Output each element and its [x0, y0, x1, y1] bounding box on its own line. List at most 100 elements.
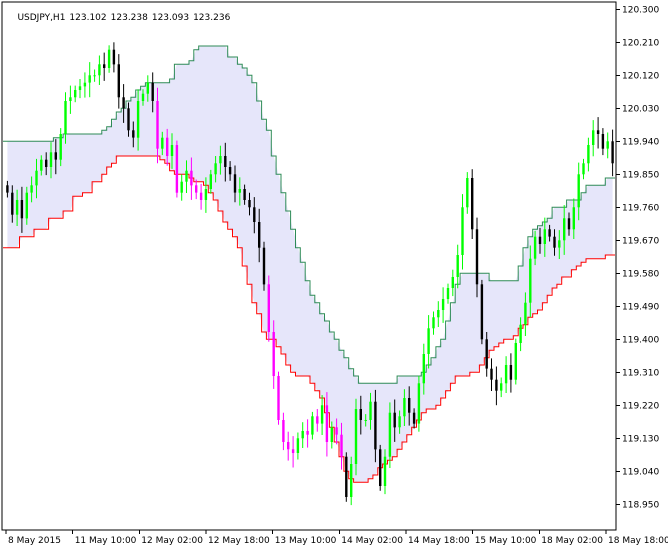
- candle-body[interactable]: [151, 82, 154, 101]
- candle-body[interactable]: [170, 145, 174, 156]
- candle-body[interactable]: [156, 101, 159, 149]
- candle-body[interactable]: [93, 75, 96, 77]
- candle-body[interactable]: [209, 174, 212, 189]
- candle-body[interactable]: [30, 185, 33, 193]
- candle-body[interactable]: [577, 174, 580, 208]
- candle-body[interactable]: [15, 200, 19, 215]
- candle-body[interactable]: [219, 156, 222, 164]
- candle-body[interactable]: [369, 401, 372, 420]
- candle-body[interactable]: [417, 383, 421, 424]
- candle-body[interactable]: [199, 192, 203, 200]
- candle-body[interactable]: [195, 185, 198, 193]
- candle-body[interactable]: [548, 229, 551, 237]
- candle-body[interactable]: [6, 185, 9, 193]
- candle-body[interactable]: [398, 416, 401, 428]
- candle-body[interactable]: [316, 416, 319, 424]
- candle-body[interactable]: [383, 456, 387, 486]
- candle-body[interactable]: [601, 134, 605, 149]
- candle-body[interactable]: [422, 354, 425, 384]
- candle-body[interactable]: [320, 405, 324, 424]
- candle-body[interactable]: [132, 130, 135, 138]
- candle-body[interactable]: [185, 170, 188, 182]
- candle-body[interactable]: [350, 464, 353, 497]
- candle-body[interactable]: [437, 310, 440, 318]
- candle-body[interactable]: [495, 379, 498, 391]
- candle-body[interactable]: [432, 317, 435, 329]
- candle-body[interactable]: [112, 49, 116, 65]
- candle-body[interactable]: [20, 200, 24, 219]
- candle-body[interactable]: [354, 409, 358, 464]
- candle-body[interactable]: [514, 343, 517, 380]
- candle-body[interactable]: [272, 332, 275, 376]
- candle-body[interactable]: [524, 302, 527, 325]
- candle-body[interactable]: [233, 174, 237, 193]
- candle-body[interactable]: [563, 218, 566, 241]
- candle-body[interactable]: [35, 170, 38, 186]
- candle-body[interactable]: [558, 240, 561, 248]
- candle-body[interactable]: [330, 427, 333, 442]
- candle-body[interactable]: [103, 64, 106, 68]
- candle-body[interactable]: [146, 82, 149, 94]
- candle-body[interactable]: [301, 431, 304, 439]
- candle-body[interactable]: [190, 170, 193, 186]
- candle-body[interactable]: [117, 64, 120, 98]
- candle-body[interactable]: [592, 130, 595, 145]
- candle-body[interactable]: [475, 229, 479, 285]
- candle-body[interactable]: [64, 101, 67, 134]
- candle-body[interactable]: [504, 365, 508, 384]
- candle-body[interactable]: [461, 207, 464, 255]
- candle-body[interactable]: [267, 284, 270, 332]
- candle-body[interactable]: [606, 141, 609, 149]
- candle-body[interactable]: [388, 412, 392, 457]
- candle-body[interactable]: [456, 255, 459, 277]
- candle-body[interactable]: [611, 141, 614, 164]
- candle-body[interactable]: [282, 420, 285, 442]
- candle-body[interactable]: [88, 75, 91, 83]
- candle-body[interactable]: [122, 97, 125, 109]
- candle-body[interactable]: [359, 409, 362, 420]
- candle-body[interactable]: [364, 420, 367, 421]
- candle-body[interactable]: [490, 368, 493, 380]
- candle-body[interactable]: [480, 284, 484, 340]
- candle-body[interactable]: [311, 416, 314, 435]
- candle-body[interactable]: [374, 401, 377, 450]
- candle-body[interactable]: [427, 328, 430, 354]
- candle-body[interactable]: [25, 192, 28, 219]
- candle-body[interactable]: [127, 108, 130, 131]
- candle-body[interactable]: [485, 339, 488, 369]
- candle-body[interactable]: [248, 200, 251, 208]
- candle-body[interactable]: [325, 405, 329, 442]
- candle-body[interactable]: [412, 412, 416, 424]
- candle-body[interactable]: [306, 431, 309, 435]
- candle-body[interactable]: [291, 449, 295, 453]
- candle-body[interactable]: [519, 324, 522, 343]
- candle-body[interactable]: [98, 64, 101, 76]
- candle-body[interactable]: [582, 163, 585, 175]
- candle-body[interactable]: [214, 163, 217, 175]
- candle-body[interactable]: [538, 236, 542, 244]
- candle-body[interactable]: [83, 82, 87, 87]
- candle-body[interactable]: [587, 145, 590, 164]
- plot-area[interactable]: [1, 1, 617, 531]
- candle-body[interactable]: [45, 159, 48, 167]
- candle-body[interactable]: [54, 152, 57, 160]
- candle-body[interactable]: [161, 137, 164, 149]
- candle-body[interactable]: [572, 207, 575, 230]
- candle-body[interactable]: [238, 189, 241, 193]
- candle-body[interactable]: [553, 236, 556, 248]
- candle-body[interactable]: [78, 86, 82, 90]
- candle-body[interactable]: [258, 222, 261, 248]
- candle-body[interactable]: [228, 167, 232, 175]
- candle-body[interactable]: [40, 159, 43, 171]
- candle-body[interactable]: [59, 134, 62, 160]
- candle-body[interactable]: [243, 189, 246, 200]
- candle-body[interactable]: [509, 365, 513, 380]
- candle-body[interactable]: [596, 130, 600, 134]
- candle-body[interactable]: [107, 49, 111, 68]
- candle-body[interactable]: [340, 434, 343, 457]
- candle-body[interactable]: [287, 442, 290, 450]
- candle-body[interactable]: [451, 277, 454, 288]
- candle-body[interactable]: [441, 299, 445, 310]
- candle-body[interactable]: [11, 192, 14, 215]
- candle-body[interactable]: [500, 383, 503, 391]
